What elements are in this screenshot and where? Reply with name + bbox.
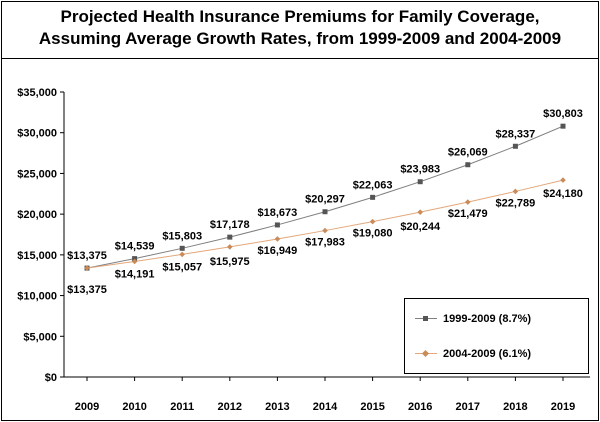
data-label: $23,983 — [400, 164, 440, 176]
x-tick-label: 2014 — [313, 401, 338, 413]
x-tick-label: 2009 — [75, 401, 99, 413]
legend-item-series-1: 1999-2009 (8.7%) — [415, 313, 531, 325]
data-point-diamond — [274, 236, 281, 242]
y-tick-label: $25,000 — [17, 168, 57, 180]
x-tick-label: 2013 — [265, 401, 289, 413]
data-point-diamond — [560, 177, 566, 183]
data-label: $17,983 — [305, 237, 345, 249]
x-tick-label: 2010 — [122, 401, 146, 413]
x-tick-label: 2018 — [503, 401, 527, 413]
data-label: $15,803 — [162, 230, 202, 242]
data-label: $15,975 — [210, 256, 250, 268]
data-label: $13,375 — [67, 250, 107, 262]
data-label: $20,297 — [305, 194, 345, 206]
square-marker-icon — [415, 314, 437, 324]
y-tick-label: $20,000 — [17, 209, 57, 221]
data-point-diamond — [179, 251, 185, 258]
y-tick-label: $15,000 — [17, 250, 57, 262]
x-tick-label: 2015 — [360, 401, 384, 413]
data-point-diamond — [465, 199, 471, 205]
x-tick-label: 2017 — [456, 401, 480, 413]
chart-legend: 1999-2009 (8.7%) 2004-2009 (6.1%) — [404, 298, 589, 374]
data-label: $21,479 — [448, 208, 488, 220]
data-label: $28,337 — [496, 128, 536, 140]
data-label: $20,244 — [400, 221, 441, 233]
data-point-square — [560, 123, 566, 129]
x-tick-label: 2012 — [218, 401, 242, 413]
legend-label-series-1: 1999-2009 (8.7%) — [443, 313, 532, 325]
data-point-diamond — [417, 209, 423, 215]
chart-title: Projected Health Insurance Premiums for … — [0, 6, 600, 50]
y-tick-label: $30,000 — [17, 128, 57, 140]
y-tick-label: $0 — [45, 372, 57, 384]
data-label: $17,178 — [210, 219, 250, 231]
data-label: $22,789 — [496, 197, 536, 209]
x-tick-label: 2011 — [170, 401, 194, 413]
data-point-square — [417, 179, 423, 185]
y-tick-label: $5,000 — [23, 331, 57, 343]
data-label: $19,080 — [353, 228, 393, 240]
data-point-diamond — [512, 188, 519, 195]
data-label: $18,673 — [258, 207, 298, 219]
data-point-diamond — [84, 265, 90, 271]
data-point-square — [179, 245, 185, 251]
data-label: $30,803 — [543, 108, 583, 120]
data-point-diamond — [322, 227, 328, 234]
data-label: $16,949 — [258, 245, 298, 257]
x-tick-label: 2016 — [408, 401, 432, 413]
data-point-square — [132, 256, 138, 262]
data-point-diamond — [227, 244, 233, 250]
y-tick-label: $35,000 — [17, 87, 57, 99]
chart-title-line1: Projected Health Insurance Premiums for … — [60, 7, 540, 26]
legend-item-series-2: 2004-2009 (6.1%) — [415, 348, 531, 360]
data-point-diamond — [131, 258, 138, 265]
data-point-square — [322, 209, 328, 215]
data-label: $15,057 — [162, 261, 202, 273]
data-point-square — [512, 143, 518, 149]
y-tick-label: $10,000 — [17, 291, 57, 303]
data-point-square — [274, 222, 280, 228]
data-label: $24,180 — [543, 188, 583, 200]
data-point-square — [465, 162, 471, 168]
data-label: $14,539 — [115, 241, 155, 253]
data-point-diamond — [369, 218, 376, 225]
data-label: $14,191 — [115, 268, 155, 280]
chart-title-line2: Assuming Average Growth Rates, from 1999… — [38, 29, 562, 48]
diamond-marker-icon — [415, 349, 437, 359]
data-label: $22,063 — [353, 179, 393, 191]
x-tick-label: 2019 — [551, 401, 575, 413]
data-label: $26,069 — [448, 147, 488, 159]
data-point-square — [370, 194, 376, 200]
legend-label-series-2: 2004-2009 (6.1%) — [443, 348, 532, 360]
title-divider — [1, 58, 599, 59]
data-label: $13,375 — [67, 284, 107, 296]
data-point-square — [227, 234, 233, 240]
